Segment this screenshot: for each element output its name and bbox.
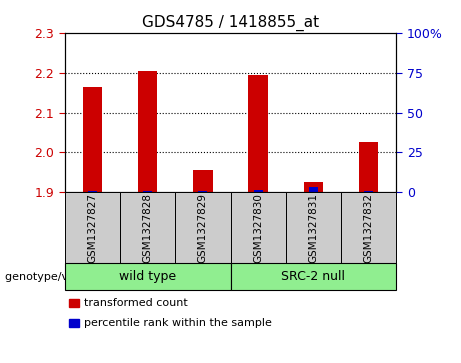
Text: GSM1327829: GSM1327829 (198, 193, 208, 263)
Bar (143, 191, 152, 192)
Bar (309, 187, 318, 192)
Text: transformed count: transformed count (84, 298, 188, 308)
Bar (193, 171, 213, 192)
Text: percentile rank within the sample: percentile rank within the sample (84, 318, 272, 328)
Bar (365, 191, 373, 192)
Text: GSM1327830: GSM1327830 (253, 193, 263, 263)
Text: SRC-2 null: SRC-2 null (282, 270, 345, 283)
Bar (88, 191, 96, 192)
Text: genotype/variation ▶: genotype/variation ▶ (5, 272, 123, 282)
Bar (248, 75, 268, 192)
Bar (359, 143, 378, 192)
Bar (83, 87, 102, 192)
Bar (199, 191, 207, 192)
Text: GSM1327828: GSM1327828 (142, 193, 153, 263)
Text: GSM1327827: GSM1327827 (87, 193, 97, 263)
Bar (138, 70, 157, 192)
Text: wild type: wild type (119, 270, 176, 283)
Bar (304, 183, 323, 192)
Text: GSM1327832: GSM1327832 (364, 193, 374, 263)
Text: GSM1327831: GSM1327831 (308, 193, 319, 263)
Bar (254, 190, 262, 192)
Title: GDS4785 / 1418855_at: GDS4785 / 1418855_at (142, 15, 319, 31)
